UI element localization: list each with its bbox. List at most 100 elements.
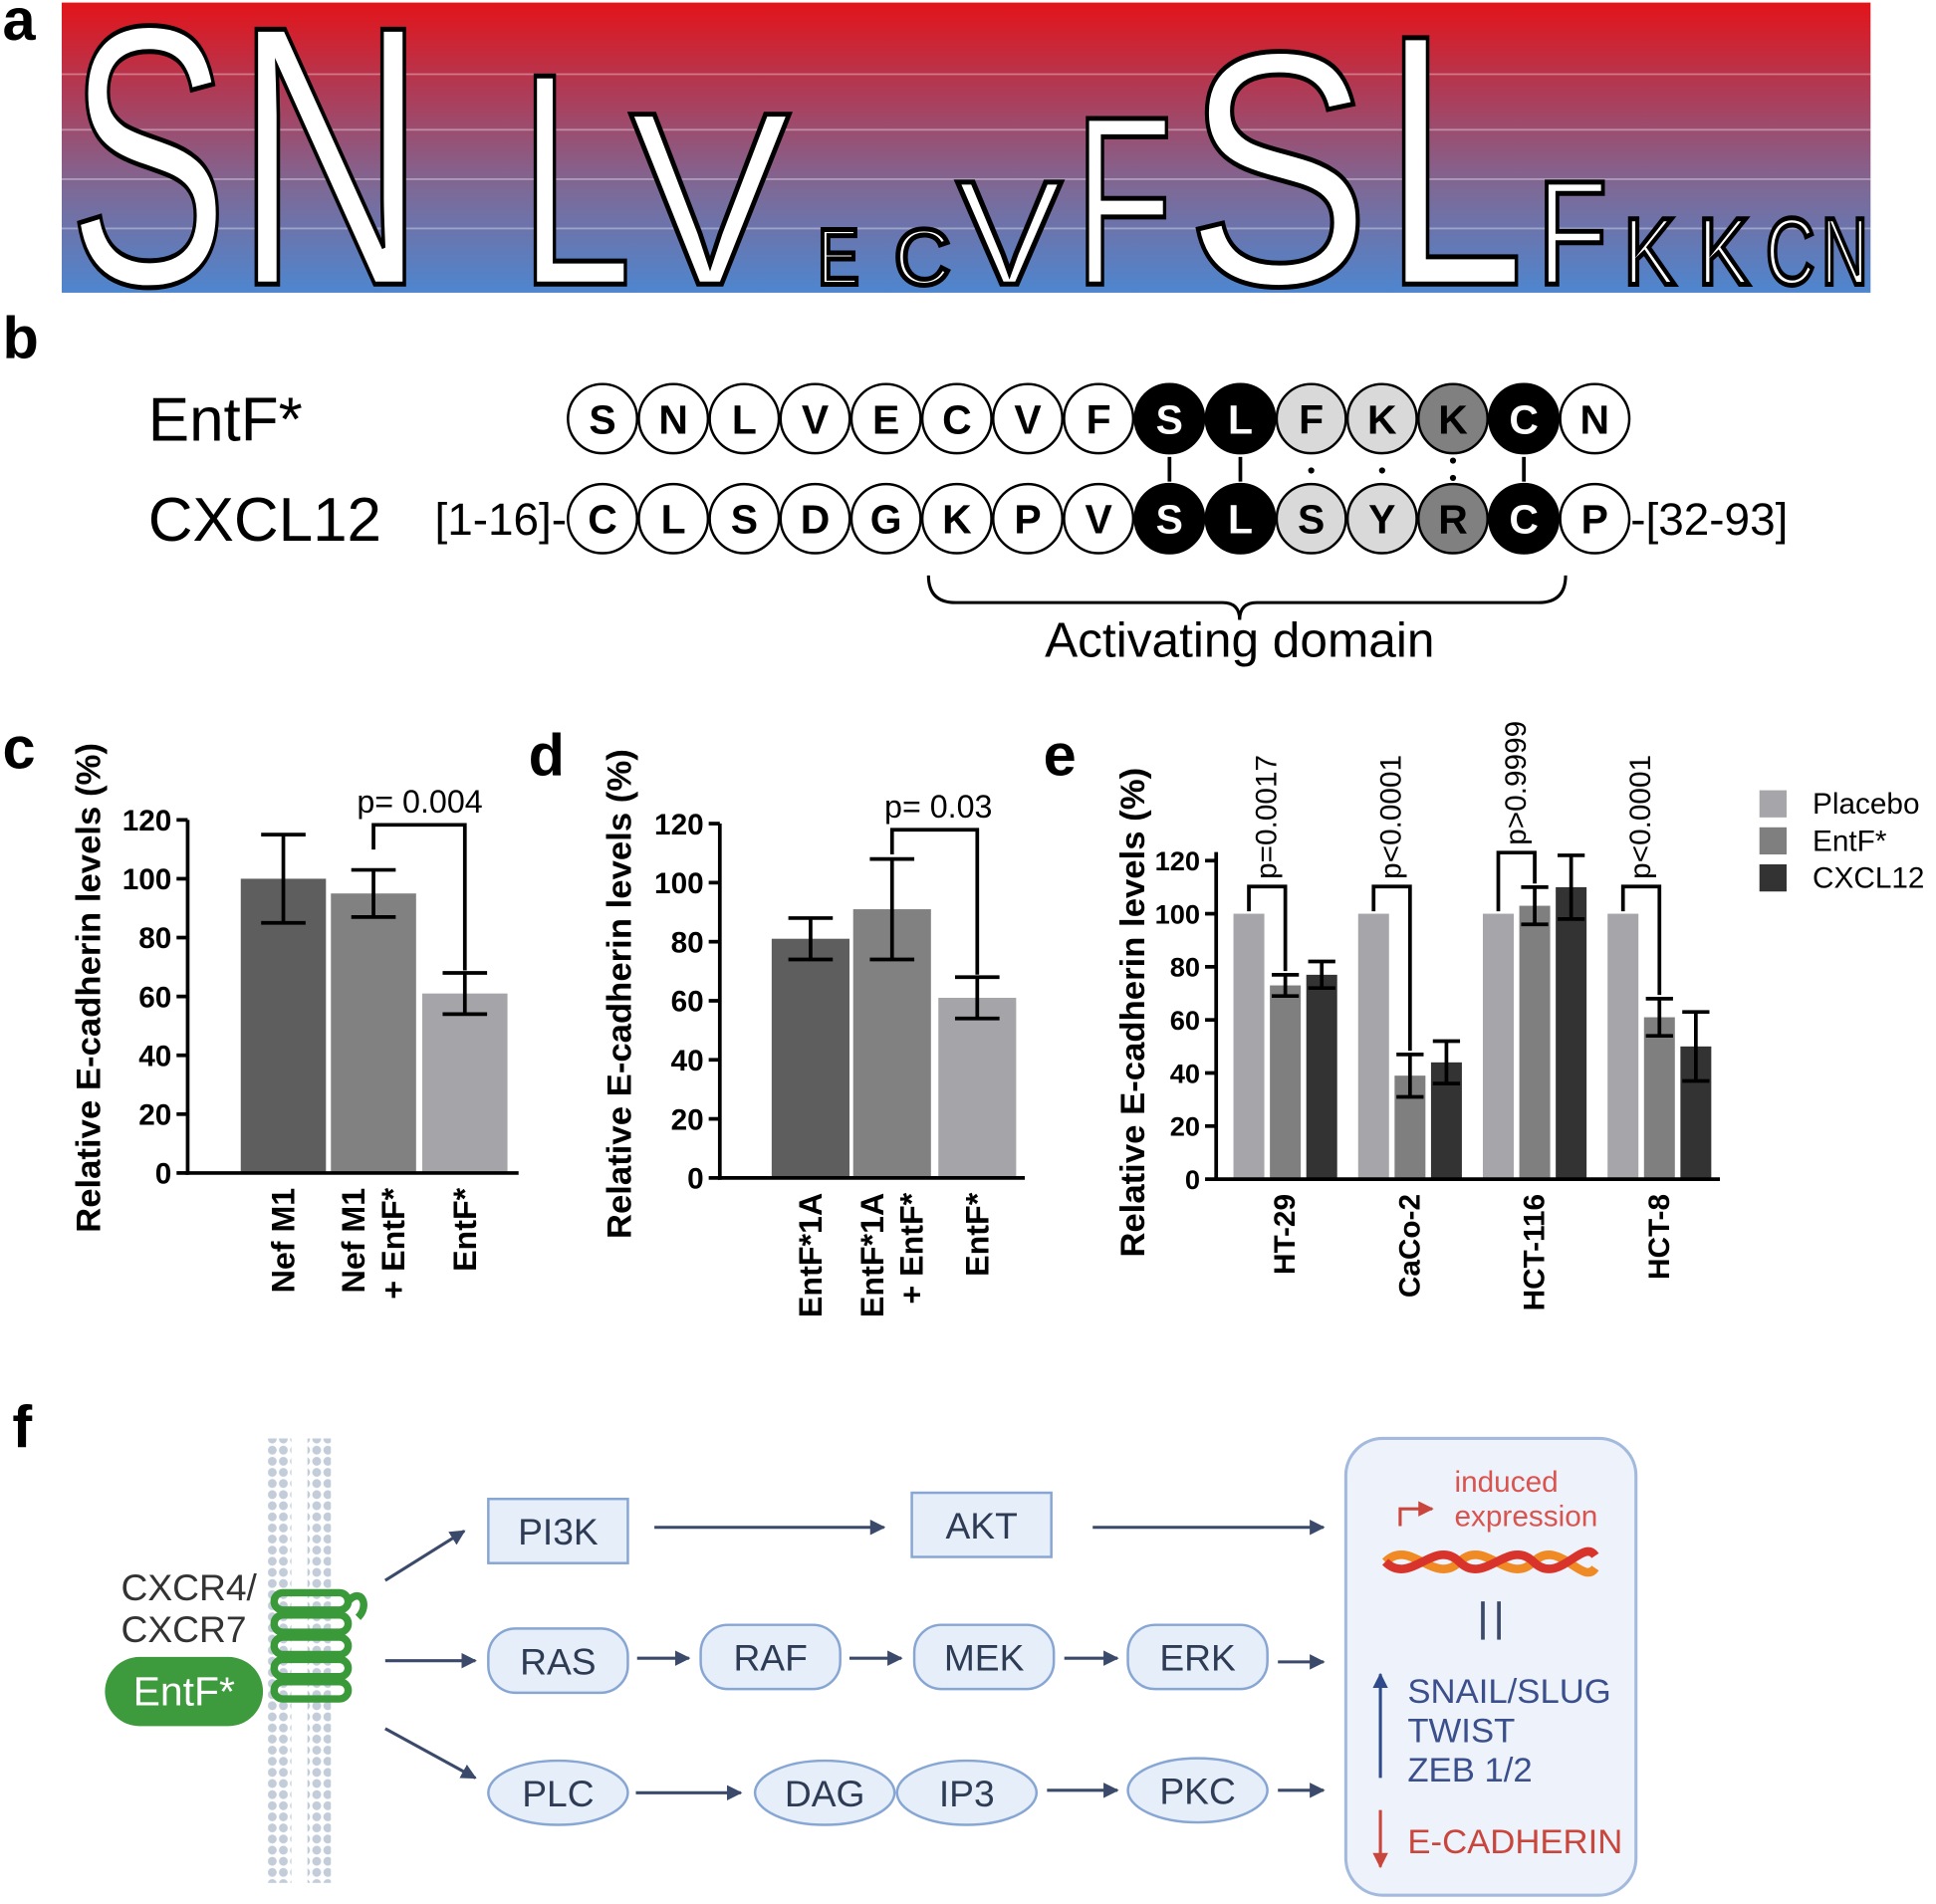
error-bar (1396, 1052, 1424, 1099)
residue-letter: V (1014, 396, 1041, 442)
sequence-suffix: -[32-93] (1630, 493, 1788, 545)
legend-swatch (1759, 863, 1787, 892)
legend-label: EntF* (1813, 825, 1887, 857)
dna (1381, 1547, 1599, 1573)
panel-label: b (2, 305, 38, 371)
logo-background (61, 2, 1871, 293)
pathway-node-label: RAF (733, 1637, 807, 1679)
residue (1488, 382, 1561, 455)
error-bar (1682, 1010, 1710, 1083)
residue (920, 382, 993, 455)
y-tick-label: 120 (122, 805, 172, 837)
induce-arrow (1398, 1501, 1434, 1527)
y-axis-label: Relative E-cadherin levels (%) (1114, 768, 1152, 1258)
p-value: p<0.0001 (1375, 755, 1408, 879)
residue-letter: S (1298, 497, 1325, 543)
downregulated-gene: E-CADHERIN (1407, 1823, 1622, 1861)
logo-letter: E (818, 212, 859, 301)
logo-letter: F (1075, 67, 1173, 336)
y-tick-label: 60 (671, 986, 704, 1019)
p-value: p<0.0001 (1624, 755, 1657, 879)
residue (992, 382, 1064, 455)
pathway-node-label: MEK (944, 1637, 1025, 1679)
residue-letter: L (1228, 497, 1253, 543)
logo-letter: C (1766, 199, 1815, 305)
induced-label: expression (1454, 1501, 1597, 1534)
residue (708, 482, 781, 555)
residue (1345, 482, 1418, 555)
pathway-node (1126, 1623, 1269, 1691)
y-tick-label: 20 (671, 1103, 704, 1136)
residue (1204, 382, 1277, 455)
conservation-dot (1378, 467, 1385, 474)
domain-label: Activating domain (1045, 612, 1434, 668)
residue-letter: D (801, 497, 831, 543)
pathway-node (487, 1627, 629, 1695)
residue-letter: L (661, 497, 686, 543)
panel-label: e (1044, 722, 1077, 789)
residue-letter: C (1509, 396, 1539, 442)
legend-swatch (1759, 790, 1787, 818)
pathway-node (895, 1759, 1039, 1826)
y-tick-label: 60 (1170, 1005, 1200, 1036)
ligand-shape (105, 1656, 264, 1727)
logo-letter: N (235, 0, 426, 362)
logo-letter: S (1185, 0, 1370, 355)
residue (1063, 382, 1135, 455)
p-value: p= 0.03 (884, 789, 992, 825)
pathway-node (487, 1759, 629, 1826)
residue (992, 482, 1064, 555)
residue-letter: F (1299, 396, 1324, 442)
y-tick-label: 100 (1155, 898, 1201, 929)
residue-letter: N (658, 396, 688, 442)
bar (1556, 886, 1587, 1180)
pathway-node-label: PKC (1159, 1770, 1235, 1811)
logo-letter: S (68, 0, 228, 362)
significance-bracket (1247, 884, 1288, 972)
residue-letter: Y (1368, 497, 1395, 543)
upregulated-gene: ZEB 1/2 (1407, 1752, 1532, 1789)
logo-lines (61, 73, 1871, 230)
pathway-node (912, 1623, 1056, 1691)
residue-letter: V (802, 396, 829, 442)
residue-letter: F (1087, 396, 1111, 442)
residue (1417, 382, 1489, 455)
ligand-label: EntF* (133, 1668, 235, 1714)
bar (422, 993, 508, 1173)
residue (1275, 382, 1347, 455)
residue (779, 482, 851, 555)
error-bar (1271, 973, 1300, 999)
residue-letter: K (942, 497, 972, 543)
residue (1559, 482, 1631, 555)
panel-label: d (529, 722, 565, 789)
x-tick-label: HCT-8 (1643, 1194, 1676, 1280)
y-tick-label: 80 (138, 922, 171, 955)
x-tick-label: HCT-116 (1519, 1194, 1552, 1310)
logo-letter: K (1623, 199, 1675, 305)
pathway-node-label: ERK (1159, 1637, 1236, 1679)
pathway-node (699, 1623, 842, 1691)
conservation-dot (1308, 467, 1315, 474)
y-tick-label: 40 (671, 1045, 704, 1077)
significance-bracket (1496, 850, 1537, 912)
y-tick-label: 80 (671, 926, 704, 959)
y-tick-label: 20 (138, 1099, 171, 1132)
sequence-prefix: [1-16]- (435, 493, 568, 545)
error-bar (442, 971, 488, 1017)
x-tick-label: CaCo-2 (1393, 1194, 1426, 1298)
induced-label: induced (1454, 1466, 1558, 1499)
residue (1417, 482, 1489, 555)
bar (771, 938, 849, 1178)
pathway-node (1126, 1757, 1269, 1824)
residue-letter: K (1367, 396, 1397, 442)
bar (1306, 974, 1337, 1180)
error-bar (869, 856, 915, 962)
residue (1133, 382, 1206, 455)
y-tick-label: 40 (138, 1040, 171, 1072)
pathway-node-label: DAG (785, 1773, 865, 1814)
bar (1270, 985, 1302, 1180)
residue-letter: S (589, 396, 615, 442)
bar (1233, 913, 1265, 1180)
